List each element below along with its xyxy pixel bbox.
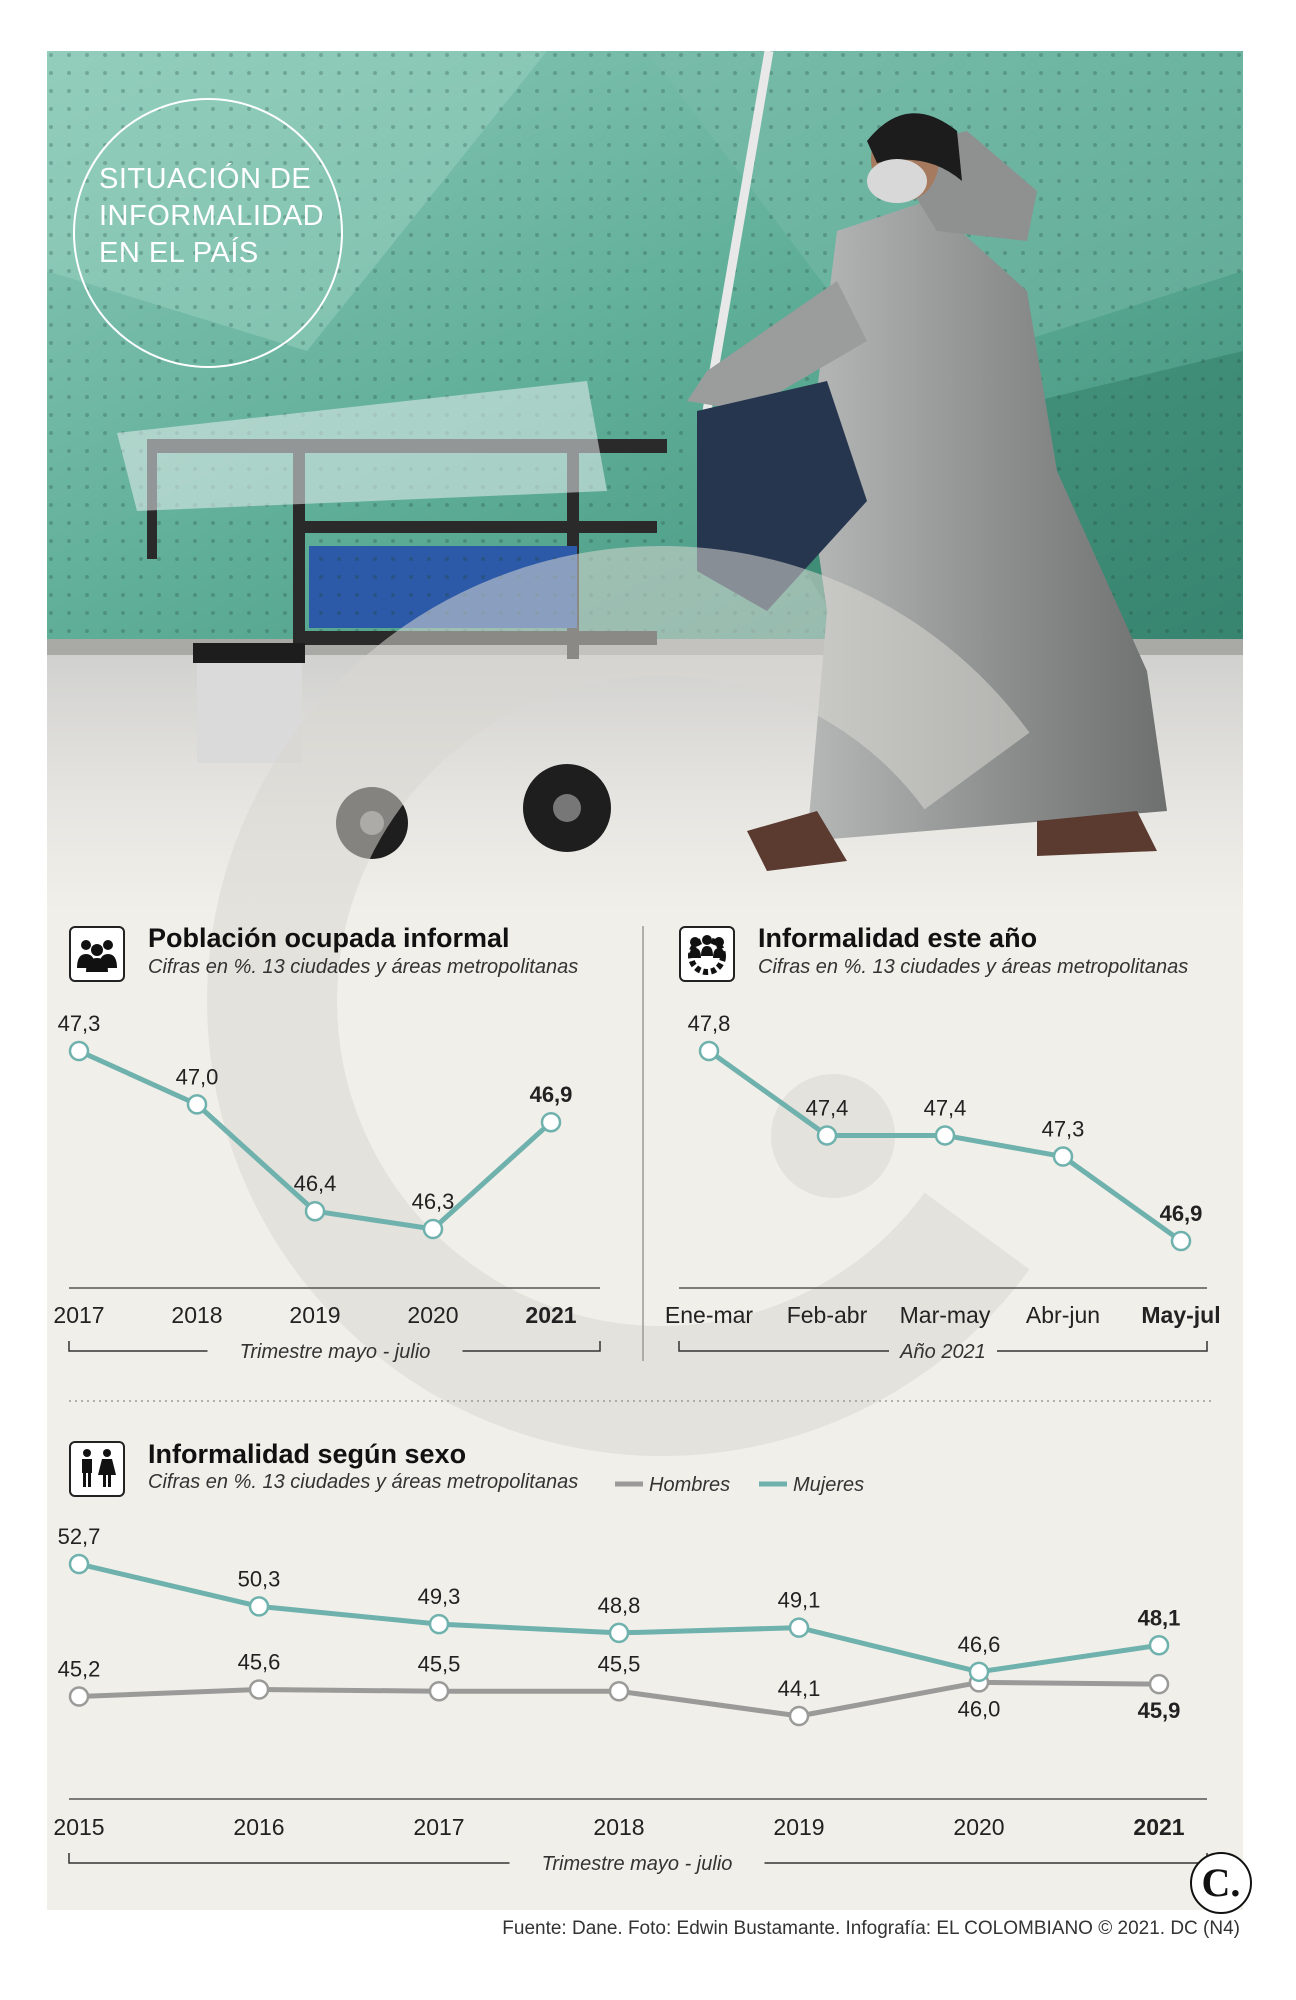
x-tick-label: 2018 <box>593 1814 644 1840</box>
chart-poblacion: 47,3 47,0 46,4 46,3 46,9 2017 2018 2019 2020 2021… <box>53 1011 601 1363</box>
x-tick-label: 2021 <box>525 1302 576 1328</box>
charts-layer: 47,3 47,0 46,4 46,3 46,9 2017 2018 2019 2020 2021… <box>53 926 1221 1875</box>
page-title: SITUACIÓN DE INFORMALIDAD EN EL PAÍS <box>99 161 329 272</box>
bracket-label: Año 2021 <box>899 1341 986 1363</box>
people-gear-icon <box>679 926 735 982</box>
footer-credit: Fuente: Dane. Foto: Edwin Bustamante. In… <box>502 1918 1240 1939</box>
hombres-point <box>428 1681 450 1702</box>
mujeres-value-label: 46,6 <box>958 1632 1001 1657</box>
x-tick-label: 2017 <box>53 1302 104 1328</box>
poblacion-value-label: 47,0 <box>176 1064 219 1089</box>
people-group-icon <box>69 926 125 982</box>
x-tick-label: Ene-mar <box>665 1302 754 1328</box>
panel-subtitle-este-anio: Cifras en %. 13 ciudades y áreas metropo… <box>758 956 1189 978</box>
x-tick-label: 2016 <box>233 1814 284 1840</box>
este-anio-value-label: 47,3 <box>1042 1117 1085 1142</box>
infographic-card: SITUACIÓN DE INFORMALIDAD EN EL PAÍS Pob… <box>47 51 1243 1910</box>
poblacion-value-label: 46,3 <box>412 1189 455 1214</box>
hombres-value-label: 45,6 <box>238 1649 281 1674</box>
hombres-point <box>248 1679 270 1700</box>
hombres-value-label: 45,2 <box>58 1657 101 1682</box>
mujeres-value-label: 49,3 <box>418 1584 461 1609</box>
hombres-value-label: 45,5 <box>598 1651 641 1676</box>
title-line-2: INFORMALIDAD <box>99 200 325 232</box>
hombres-value-label: 46,0 <box>958 1696 1001 1721</box>
mujeres-value-label: 50,3 <box>238 1566 281 1591</box>
hombres-point <box>788 1705 810 1727</box>
mujeres-value-label: 49,1 <box>778 1588 821 1613</box>
poblacion-point <box>186 1094 208 1115</box>
title-line-1: SITUACIÓN DE <box>99 163 312 195</box>
hombres-point <box>68 1686 90 1707</box>
bracket-left <box>678 1341 889 1352</box>
poblacion-point <box>304 1200 326 1222</box>
este-anio-point <box>1052 1146 1074 1167</box>
panel-title-este-anio: Informalidad este año <box>758 923 1038 953</box>
este-anio-line <box>707 1048 1183 1244</box>
bracket-right <box>997 1341 1208 1352</box>
x-tick-label: 2019 <box>773 1814 824 1840</box>
hombres-value-label: 44,1 <box>778 1676 821 1701</box>
hombres-value-label: 45,9 <box>1138 1698 1181 1723</box>
x-tick-label: 2020 <box>953 1814 1004 1840</box>
este-anio-value-label: 47,8 <box>688 1011 731 1036</box>
man-woman-icon <box>69 1441 125 1497</box>
este-anio-point <box>1170 1230 1192 1252</box>
bracket-label: Trimestre mayo - julio <box>542 1853 733 1875</box>
mujeres-value-label: 52,7 <box>58 1524 101 1549</box>
poblacion-value-label: 46,9 <box>530 1082 573 1107</box>
poblacion-value-label: 47,3 <box>58 1011 101 1036</box>
este-anio-point <box>816 1125 838 1146</box>
title-circle <box>73 98 343 368</box>
este-anio-point <box>698 1040 720 1062</box>
bracket-right <box>764 1853 1208 1864</box>
hombres-point <box>608 1681 630 1702</box>
poblacion-value-label: 46,4 <box>294 1171 337 1196</box>
bracket-left <box>68 1853 510 1864</box>
poblacion-point <box>68 1040 90 1062</box>
panel-subtitle-sexo: Cifras en %. 13 ciudades y áreas metropo… <box>148 1471 579 1493</box>
x-tick-label: Mar-may <box>900 1302 991 1328</box>
poblacion-point <box>540 1111 562 1133</box>
brand-logo: C. <box>1190 1852 1252 1914</box>
x-tick-label: 2019 <box>289 1302 340 1328</box>
legend-label-hombres: Hombres <box>649 1474 730 1496</box>
este-anio-value-label: 46,9 <box>1160 1201 1203 1226</box>
bracket-right <box>462 1341 601 1352</box>
mujeres-value-label: 48,8 <box>598 1593 641 1618</box>
title-line-3: EN EL PAÍS <box>99 237 259 269</box>
x-tick-label: Abr-jun <box>1026 1302 1100 1328</box>
chart-sexo: Hombres Mujeres 45,2 45,6 45,5 45,5 44,1 46,0 45… <box>53 1474 1208 1875</box>
mujeres-value-label: 48,1 <box>1138 1605 1181 1630</box>
chart-este-anio: 47,8 47,4 47,4 47,3 46,9 Ene-mar Feb-abr Mar-ma… <box>665 1011 1221 1363</box>
mujeres-point <box>1148 1635 1170 1656</box>
mujeres-point <box>68 1553 90 1575</box>
bracket-label: Trimestre mayo - julio <box>240 1341 431 1363</box>
x-tick-label: 2015 <box>53 1814 104 1840</box>
x-tick-label: Feb-abr <box>787 1302 868 1328</box>
x-tick-label: May-jul <box>1141 1302 1220 1328</box>
panel-title-sexo: Informalidad según sexo <box>148 1439 467 1469</box>
este-anio-point <box>934 1125 956 1146</box>
hombres-value-label: 45,5 <box>418 1651 461 1676</box>
mujeres-point <box>968 1661 990 1683</box>
panel-title-poblacion: Población ocupada informal <box>148 923 510 953</box>
poblacion-point <box>422 1218 444 1240</box>
x-tick-label: 2021 <box>1133 1814 1184 1840</box>
x-tick-label: 2017 <box>413 1814 464 1840</box>
x-tick-label: 2020 <box>407 1302 458 1328</box>
mujeres-point <box>428 1613 450 1635</box>
legend-label-mujeres: Mujeres <box>793 1474 864 1496</box>
mujeres-point <box>248 1596 270 1617</box>
panel-subtitle-poblacion: Cifras en %. 13 ciudades y áreas metropo… <box>148 956 579 978</box>
mujeres-point <box>608 1622 630 1644</box>
este-anio-value-label: 47,4 <box>924 1095 967 1120</box>
x-tick-label: 2018 <box>171 1302 222 1328</box>
mujeres-point <box>788 1617 810 1638</box>
hombres-point <box>1148 1673 1170 1695</box>
este-anio-value-label: 47,4 <box>806 1095 849 1120</box>
bracket-left <box>68 1341 208 1352</box>
